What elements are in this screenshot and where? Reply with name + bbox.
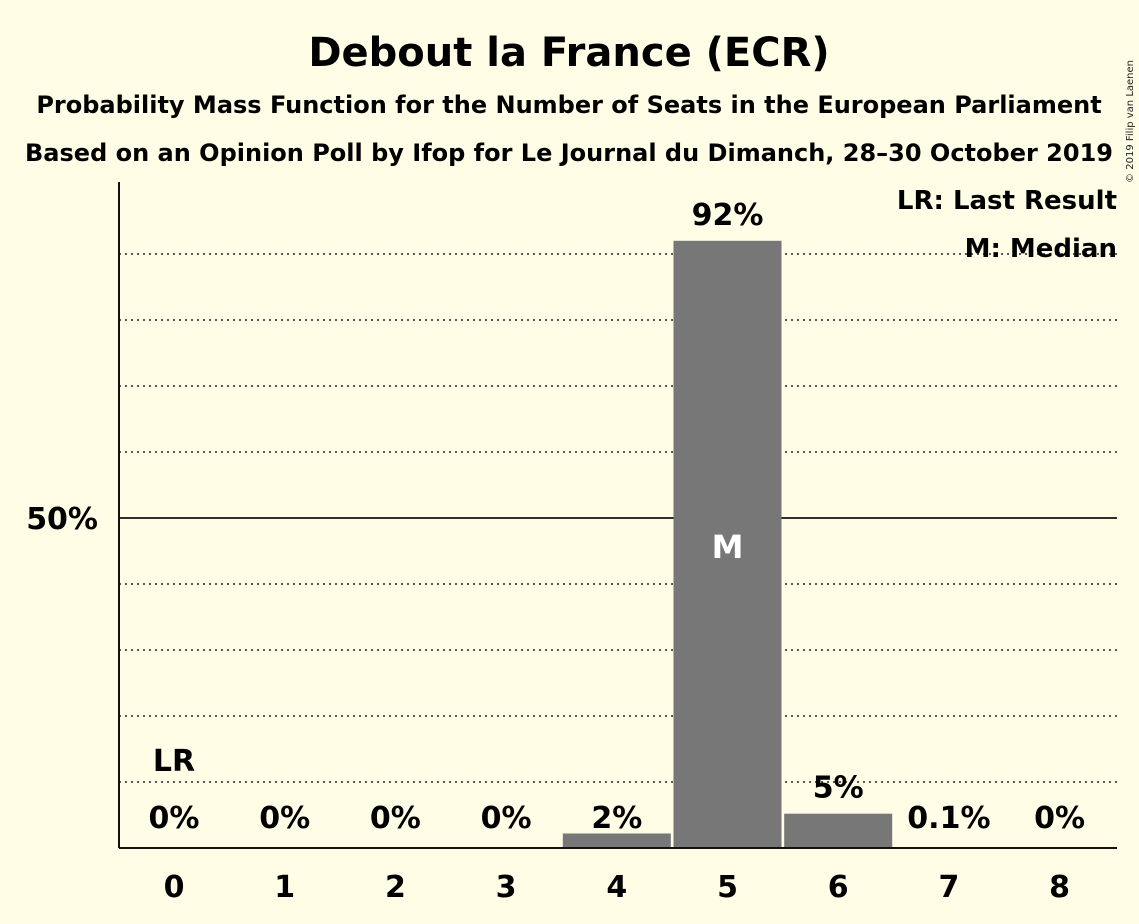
- gridlines: [119, 253, 1117, 783]
- x-tick-label-3: 3: [496, 870, 517, 905]
- value-label-2: 0%: [370, 801, 421, 836]
- x-tick-label-0: 0: [164, 870, 185, 905]
- value-label-7: 0.1%: [907, 801, 990, 836]
- value-labels: 0% 0% 0% 0% 2% 92% 5% 0.1% 0% M LR: [149, 198, 1086, 836]
- bar-seats-4: [562, 833, 671, 848]
- bar-seats-5: [673, 240, 782, 849]
- value-label-6: 5%: [813, 771, 864, 806]
- chart-subtitle-poll: Based on an Opinion Poll by Ifop for Le …: [25, 139, 1113, 167]
- x-tick-label-7: 7: [938, 870, 959, 905]
- value-label-5: 92%: [692, 198, 764, 233]
- x-tick-label-4: 4: [606, 870, 627, 905]
- axes: 0 1 2 3 4 5 6 7 8 50%: [26, 182, 1117, 905]
- value-label-8: 0%: [1034, 801, 1085, 836]
- y-tick-label-50: 50%: [26, 502, 98, 537]
- bar-seats-6: [784, 813, 893, 848]
- copyright-note: © 2019 Filip van Laenen: [1125, 60, 1136, 183]
- x-tick-label-8: 8: [1049, 870, 1070, 905]
- x-tick-label-5: 5: [717, 870, 738, 905]
- legend-last-result: LR: Last Result: [897, 186, 1117, 216]
- median-marker: M: [712, 528, 744, 566]
- x-tick-label-2: 2: [385, 870, 406, 905]
- chart-subtitle: Probability Mass Function for the Number…: [36, 91, 1101, 119]
- chart-title: Debout la France (ECR): [308, 30, 829, 76]
- legend-median: M: Median: [965, 234, 1117, 264]
- last-result-marker: LR: [153, 744, 195, 779]
- value-label-0: 0%: [149, 801, 200, 836]
- bars: [562, 240, 1003, 849]
- value-label-3: 0%: [481, 801, 532, 836]
- x-tick-label-1: 1: [274, 870, 295, 905]
- value-label-4: 2%: [591, 801, 642, 836]
- x-tick-label-6: 6: [828, 870, 849, 905]
- value-label-1: 0%: [259, 801, 310, 836]
